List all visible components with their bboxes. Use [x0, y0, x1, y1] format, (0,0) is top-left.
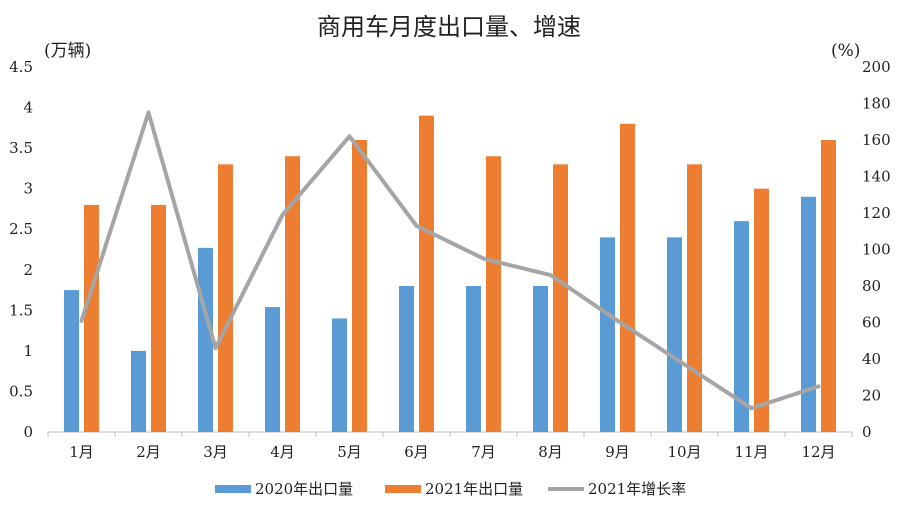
right-tick-label: 20	[862, 387, 881, 405]
legend-label: 2021年出口量	[425, 480, 523, 498]
bar-2021	[218, 164, 233, 433]
category-label: 8月	[538, 443, 563, 461]
category-label: 4月	[270, 443, 295, 461]
growth-line-layer	[79, 110, 821, 411]
left-axis-unit: (万辆)	[44, 41, 91, 61]
bar-2021	[352, 140, 367, 432]
legend-label: 2021年增长率	[588, 480, 686, 498]
bar-2020	[533, 286, 548, 432]
bar-2021	[754, 188, 769, 432]
growth-rate-line	[79, 110, 821, 411]
left-tick-label: 2	[23, 261, 33, 279]
right-tick-label: 80	[862, 277, 881, 295]
bar-2021	[84, 204, 99, 432]
growth-rate-point	[548, 273, 553, 278]
bar-2020	[64, 290, 79, 432]
left-tick-label: 1.5	[9, 301, 33, 319]
growth-rate-point	[146, 110, 151, 115]
category-label: 1月	[69, 443, 94, 461]
category-label: 7月	[471, 443, 496, 461]
right-axis-unit: (%)	[831, 41, 860, 61]
right-tick-label: 40	[862, 350, 881, 368]
bar-2021	[486, 156, 501, 432]
bar-2020	[399, 286, 414, 432]
legend-swatch	[385, 485, 421, 493]
category-label: 2月	[136, 443, 161, 461]
growth-rate-point	[213, 346, 218, 351]
bar-2020	[600, 237, 615, 432]
bars	[64, 115, 836, 433]
bar-2020	[667, 237, 682, 432]
left-tick-label: 1	[23, 342, 33, 360]
right-tick-label: 180	[862, 95, 891, 113]
left-tick-label: 0	[23, 423, 33, 441]
bar-2021	[151, 204, 166, 432]
bar-2020	[466, 286, 481, 432]
bar-2021	[620, 123, 635, 433]
chart-title: 商用车月度出口量、增速	[317, 13, 581, 41]
growth-rate-point	[414, 223, 419, 228]
right-tick-label: 100	[862, 241, 891, 259]
right-tick-label: 60	[862, 314, 881, 332]
category-label: 11月	[734, 443, 768, 461]
left-axis-ticks: 0 0.5 1 1.5 2 2.5 3 3.5 4 4.5	[9, 58, 33, 441]
right-tick-label: 0	[862, 423, 872, 441]
left-tick-label: 2.5	[9, 220, 33, 238]
bar-2020	[801, 196, 816, 432]
growth-rate-point	[347, 134, 352, 139]
left-tick-label: 0.5	[9, 382, 33, 400]
growth-rate-point	[79, 318, 84, 323]
bar-2020	[131, 350, 146, 432]
legend: 2020年出口量 2021年出口量 2021年增长率	[215, 480, 686, 498]
right-tick-label: 140	[862, 168, 891, 186]
growth-rate-point	[280, 212, 285, 217]
bar-2020	[734, 221, 749, 432]
bar-2020	[265, 307, 280, 432]
right-tick-label: 160	[862, 131, 891, 149]
category-label: 3月	[203, 443, 228, 461]
bar-2021	[419, 115, 434, 433]
growth-rate-point	[816, 384, 821, 389]
category-label: 5月	[337, 443, 362, 461]
right-tick-label: 120	[862, 204, 891, 222]
legend-label: 2020年出口量	[255, 480, 353, 498]
bar-2020	[332, 318, 347, 432]
growth-rate-point	[749, 406, 754, 411]
category-label: 12月	[801, 443, 835, 461]
bar-2021	[821, 140, 836, 432]
bar-2021	[687, 164, 702, 433]
category-label: 10月	[667, 443, 701, 461]
left-tick-label: 4	[23, 99, 33, 117]
left-tick-label: 4.5	[9, 58, 33, 76]
bar-2020	[198, 247, 213, 432]
category-ticks	[47, 432, 853, 437]
category-labels: 1月 2月 3月 4月 5月 6月 7月 8月 9月 10月 11月 12月	[69, 443, 835, 461]
legend-swatch	[215, 485, 251, 493]
category-label: 9月	[605, 443, 630, 461]
growth-rate-point	[615, 318, 620, 323]
right-axis-ticks: 0 20 40 60 80 100 120 140 160 180 200	[862, 58, 891, 441]
bar-2021	[553, 164, 568, 433]
category-label: 6月	[404, 443, 429, 461]
right-tick-label: 200	[862, 58, 891, 76]
left-tick-label: 3	[23, 180, 33, 198]
growth-rate-point	[481, 256, 486, 261]
left-tick-label: 3.5	[9, 139, 33, 157]
growth-rate-point	[682, 362, 687, 367]
bar-2021	[285, 156, 300, 432]
